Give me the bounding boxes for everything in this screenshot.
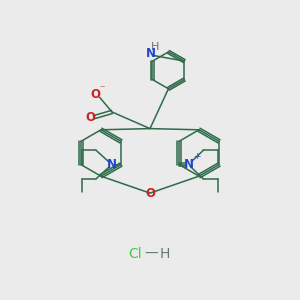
Text: N: N bbox=[146, 47, 156, 61]
Text: N: N bbox=[184, 158, 194, 171]
Text: Cl: Cl bbox=[128, 247, 142, 261]
Text: +: + bbox=[193, 152, 200, 161]
Text: —: — bbox=[145, 247, 158, 261]
Text: ⁻: ⁻ bbox=[100, 84, 105, 94]
Text: O: O bbox=[90, 88, 100, 101]
Text: H: H bbox=[151, 43, 159, 52]
Text: N: N bbox=[106, 158, 116, 171]
Text: O: O bbox=[85, 111, 95, 124]
Text: H: H bbox=[160, 247, 170, 261]
Text: O: O bbox=[145, 187, 155, 200]
